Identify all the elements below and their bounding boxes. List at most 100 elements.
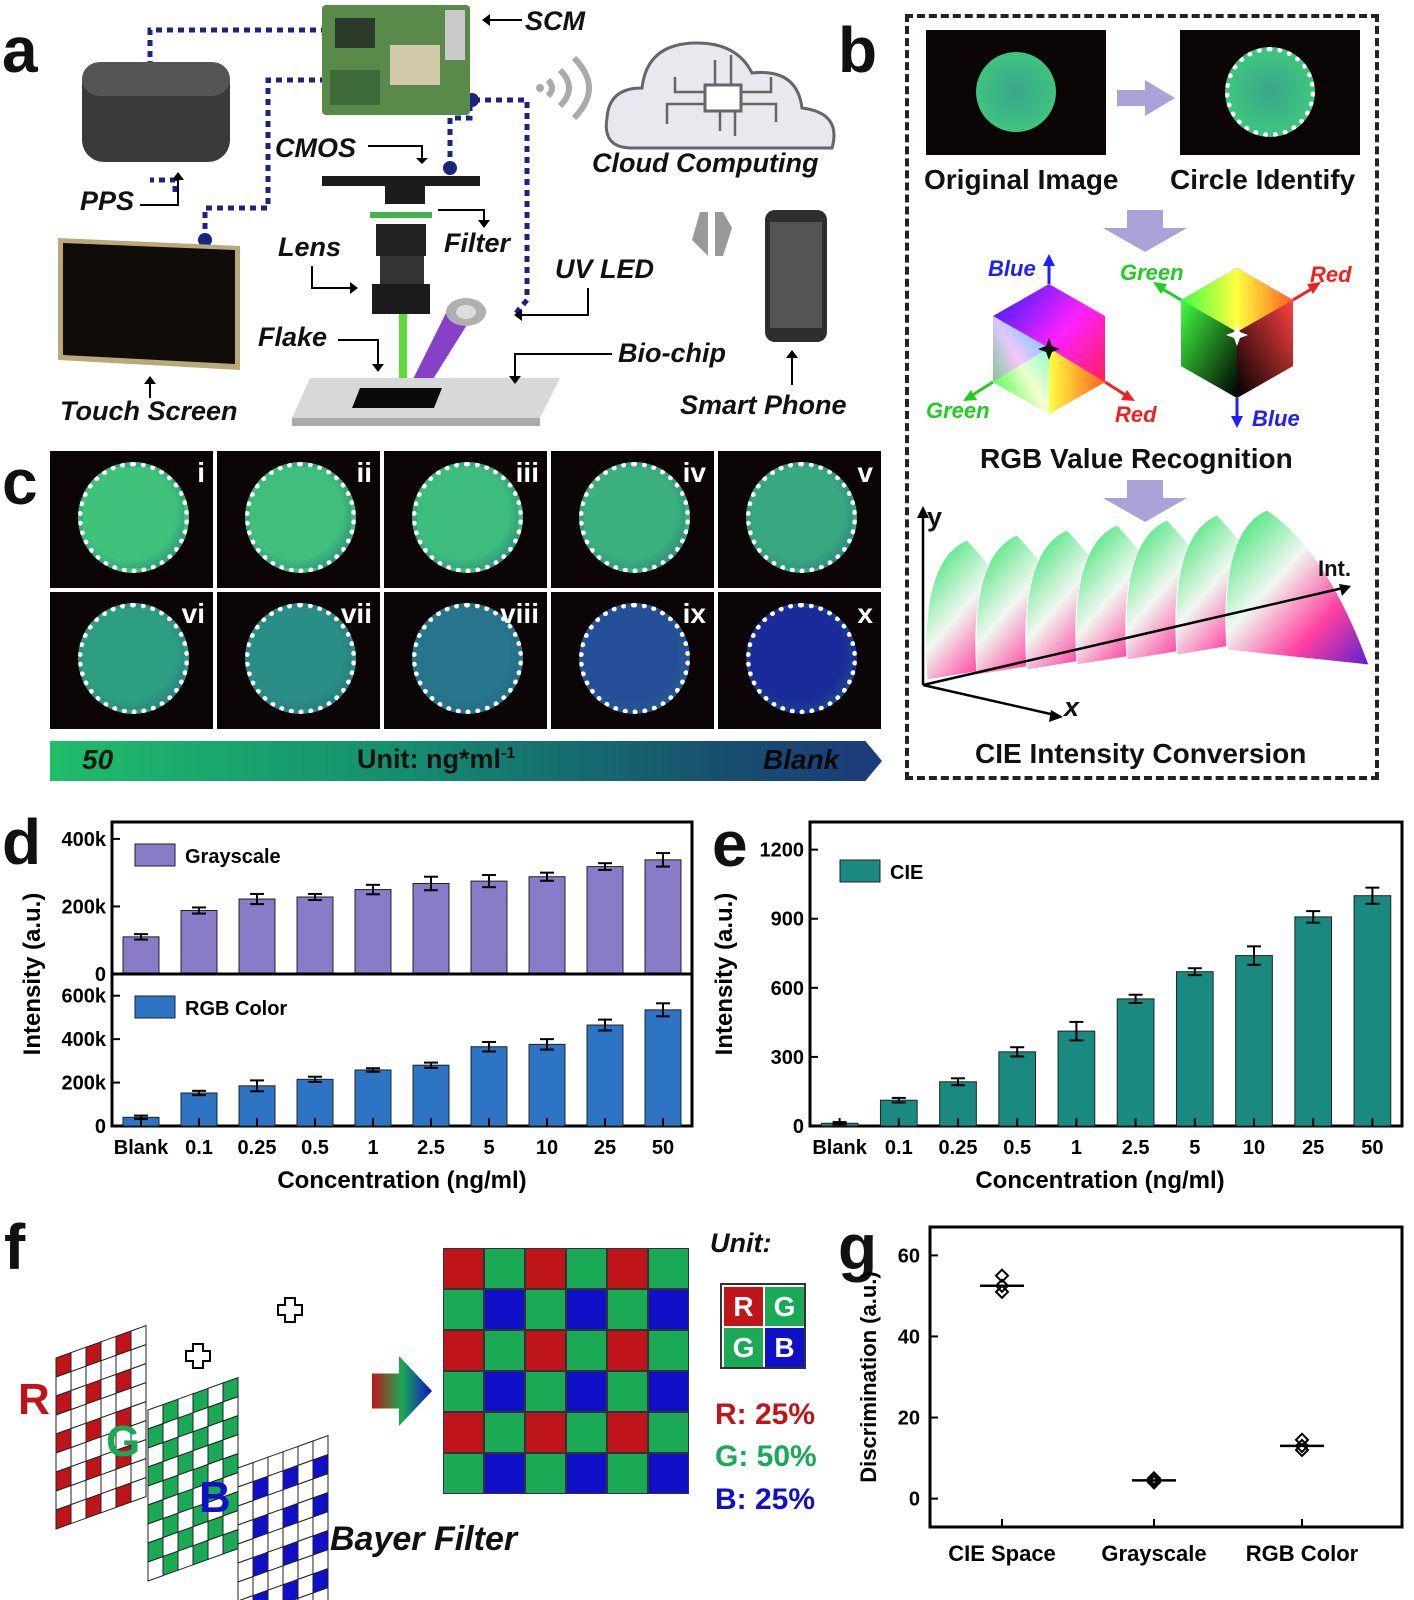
- sample-image-x: x: [718, 592, 881, 729]
- cie-axis-y: y: [927, 502, 943, 532]
- unit-cell-g1: G: [765, 1287, 804, 1326]
- bayer-cell: [566, 1248, 607, 1289]
- bar: [412, 1064, 450, 1127]
- circle-identify-label: Circle Identify: [1170, 164, 1356, 195]
- x-tick-label: 25: [594, 1137, 616, 1159]
- legend-swatch: [134, 843, 176, 867]
- x-tick-label: RGB Color: [1246, 1541, 1359, 1566]
- sample-numeral: vii: [340, 598, 372, 629]
- bayer-cell: [607, 1412, 648, 1453]
- bayer-cell: [443, 1289, 484, 1330]
- data-point: [1294, 1442, 1310, 1458]
- label-smart-phone: Smart Phone: [680, 390, 847, 420]
- x-tick-label: 50: [1361, 1137, 1383, 1159]
- bar-left-label: 50: [82, 744, 114, 775]
- chart-cie: 1200 900 600 300 0 Blank 0.1 0.25 0.5 1 2.5 5 10 25 50…: [711, 820, 1404, 1194]
- unit-cell-g2: G: [724, 1328, 763, 1367]
- bar: [1057, 1030, 1096, 1127]
- percent-b: B: 25%: [715, 1483, 816, 1516]
- bayer-cell: [648, 1289, 689, 1330]
- plot-frame: [808, 820, 1404, 1128]
- letter-g: G: [106, 1417, 141, 1466]
- sample-numeral: ii: [356, 457, 372, 488]
- bar: [1175, 971, 1214, 1127]
- bayer-cell: [443, 1248, 484, 1289]
- sample-numeral: iii: [515, 457, 539, 488]
- bar: [586, 866, 624, 975]
- bar: [122, 936, 160, 975]
- label-uv-led: UV LED: [555, 254, 655, 284]
- label-filter: Filter: [444, 228, 511, 258]
- bayer-cell: [484, 1412, 525, 1453]
- unit-cell-r: R: [724, 1287, 763, 1326]
- data-point: [994, 1278, 1010, 1294]
- x-tick-label: Blank: [812, 1137, 867, 1159]
- bayer-layer-cell: [297, 1592, 314, 1600]
- plot-frame: [928, 1225, 1404, 1529]
- bayer-cell: [443, 1412, 484, 1453]
- sample-image-ix: ix: [551, 592, 714, 729]
- bar: [296, 896, 334, 975]
- cie-fans: [925, 509, 1370, 681]
- sample-numeral: viii: [500, 598, 539, 629]
- plot-frame: [110, 972, 694, 1128]
- chart-discrimination: 60 40 20 0 CIE Space Grayscale RGB Color Discri…: [856, 1225, 1404, 1566]
- sample-disk: [245, 462, 356, 573]
- y-tick-label: 400k: [62, 1029, 107, 1051]
- bayer-cell: [648, 1248, 689, 1289]
- bayer-layer-cell: [252, 1589, 269, 1600]
- bar: [1294, 916, 1333, 1127]
- sample-numeral: i: [197, 457, 205, 488]
- bayer-cell: [566, 1453, 607, 1494]
- bayer-layer-cell: [267, 1584, 284, 1600]
- bar: [644, 859, 682, 975]
- unit-cell-grid: R G G B: [720, 1283, 806, 1369]
- unit-label: Unit:: [710, 1228, 772, 1258]
- bar: [238, 898, 276, 975]
- y-tick-label: 400k: [62, 829, 107, 851]
- label-pps: PPS: [80, 186, 135, 216]
- letter-b: B: [199, 1473, 231, 1522]
- cube1-green-label: Green: [926, 398, 990, 423]
- rgb-cube-1: [963, 254, 1135, 414]
- sample-numeral: ix: [682, 598, 706, 629]
- panel-label-a: a: [2, 14, 38, 86]
- data-point: [994, 1268, 1010, 1284]
- sample-image-viii: viii: [384, 592, 547, 729]
- data-point: [1146, 1474, 1162, 1490]
- sample-image-vii: vii: [217, 592, 380, 729]
- y-tick-label: 0: [909, 1489, 920, 1511]
- x-tick-label: 1: [367, 1137, 378, 1159]
- panel-label-d: d: [2, 806, 42, 878]
- data-point: [1146, 1470, 1162, 1486]
- bayer-cell: [443, 1371, 484, 1412]
- circle-identify-image: [1180, 30, 1360, 155]
- cube2-green-label: Green: [1120, 260, 1184, 285]
- bayer-cell: [484, 1330, 525, 1371]
- sample-image-v: v: [718, 451, 881, 588]
- label-lens: Lens: [278, 232, 342, 262]
- bayer-cell: [443, 1330, 484, 1371]
- x-tick-label: 0.5: [301, 1137, 329, 1159]
- optics: [322, 176, 480, 394]
- x-axis-label: Concentration (ng/ml): [975, 1167, 1224, 1194]
- sample-image-vi: vi: [50, 592, 213, 729]
- scm-board: [322, 5, 470, 115]
- sample-numeral: iv: [682, 457, 706, 488]
- data-point: [994, 1284, 1010, 1300]
- panel-label-f: f: [4, 1211, 26, 1283]
- data-point: [1146, 1472, 1162, 1488]
- percent-g: G: 50%: [715, 1440, 817, 1473]
- y-tick-label: 300: [771, 1047, 804, 1069]
- y-tick-label: 0: [95, 964, 106, 986]
- original-image: [926, 30, 1106, 155]
- data-point: [1294, 1438, 1310, 1454]
- x-tick-label: CIE Space: [948, 1541, 1056, 1566]
- sample-image-iv: iv: [551, 451, 714, 588]
- bayer-cell: [484, 1248, 525, 1289]
- plus-icon: [277, 1297, 303, 1323]
- cie-intensity-diagram: [917, 506, 1370, 722]
- label-flake: Flake: [258, 322, 328, 352]
- rgb-cubes: [963, 254, 1321, 428]
- bayer-cell: [648, 1453, 689, 1494]
